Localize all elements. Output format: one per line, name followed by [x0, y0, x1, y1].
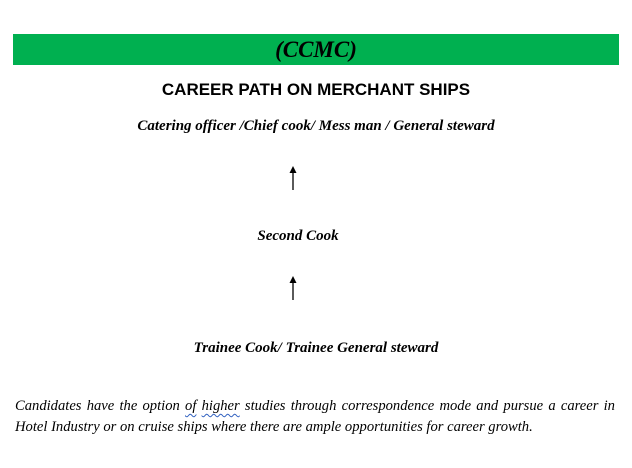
arrow-up-icon — [289, 166, 297, 190]
paragraph-text-start: Candidates have the option — [15, 398, 186, 414]
info-paragraph: Candidates have the option of higher stu… — [15, 396, 615, 438]
arrow-up-icon — [289, 276, 297, 300]
spellcheck-word-of: of — [185, 398, 197, 414]
career-level-entry: Trainee Cook/ Trainee General steward — [193, 340, 439, 356]
career-level-middle: Second Cook — [257, 228, 339, 244]
page-heading: CAREER PATH ON MERCHANT SHIPS — [161, 80, 471, 99]
career-level-top: Catering officer /Chief cook/ Mess man /… — [137, 118, 495, 134]
spellcheck-word-higher: higher — [201, 398, 240, 414]
paragraph-text-end: studies through correspondence mode and … — [15, 398, 615, 435]
banner-title: (CCMC) — [275, 37, 357, 62]
ccmc-banner: (CCMC) — [13, 34, 619, 65]
